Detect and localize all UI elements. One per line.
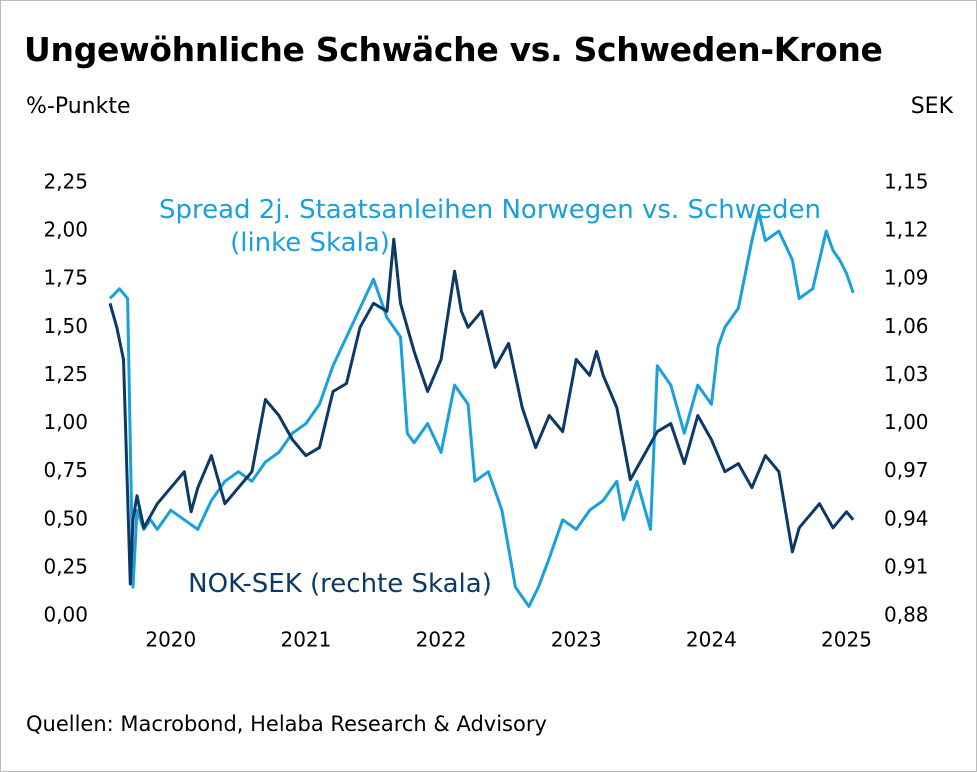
right-tick-label: 1,03 <box>884 362 929 386</box>
left-axis-ticks: 0,00 0,25 0,50 0,75 1,00 1,25 1,50 1,75 2,00 2,25 <box>43 170 88 627</box>
left-tick-label: 0,75 <box>43 458 88 482</box>
right-tick-label: 0,94 <box>884 506 929 530</box>
left-tick-label: 0,00 <box>43 603 88 627</box>
x-tick-label: 2023 <box>551 628 602 652</box>
right-tick-label: 0,97 <box>884 458 929 482</box>
left-tick-label: 0,50 <box>43 506 88 530</box>
left-tick-label: 1,00 <box>43 410 88 434</box>
left-tick-label: 1,75 <box>43 266 88 290</box>
right-axis-unit: SEK <box>910 94 953 119</box>
right-tick-label: 1,09 <box>884 266 929 290</box>
x-tick-label: 2024 <box>686 628 737 652</box>
right-tick-label: 0,88 <box>884 603 929 627</box>
x-tick-label: 2020 <box>145 628 196 652</box>
right-tick-label: 1,00 <box>884 410 929 434</box>
left-tick-label: 2,00 <box>43 218 88 242</box>
chart-title: Ungewöhnliche Schwäche vs. Schweden-Kron… <box>24 30 883 69</box>
legend-noksek: NOK-SEK (rechte Skala) <box>188 569 492 599</box>
x-axis-ticks: 2020 2021 2022 2023 2024 2025 <box>145 628 872 652</box>
series-line-noksek <box>108 237 855 586</box>
series-line-spread <box>108 210 855 608</box>
legend-spread-line1: Spread 2j. Staatsanleihen Norwegen vs. S… <box>159 195 821 225</box>
left-tick-label: 0,25 <box>43 554 88 578</box>
right-tick-label: 0,91 <box>884 554 929 578</box>
source-note: Quellen: Macrobond, Helaba Research & Ad… <box>26 712 547 736</box>
left-tick-label: 1,25 <box>43 362 88 386</box>
x-tick-label: 2022 <box>416 628 467 652</box>
left-axis-unit: %-Punkte <box>26 94 131 119</box>
x-tick-label: 2025 <box>821 628 872 652</box>
right-axis-ticks: 0,88 0,91 0,94 0,97 1,00 1,03 1,06 1,09 1,12 1,15 <box>884 170 929 627</box>
right-tick-label: 1,12 <box>884 218 929 242</box>
right-tick-label: 1,06 <box>884 314 929 338</box>
x-tick-label: 2021 <box>280 628 331 652</box>
legend-spread-line2: (linke Skala) <box>230 228 390 258</box>
left-tick-label: 1,50 <box>43 314 88 338</box>
left-tick-label: 2,25 <box>43 170 88 194</box>
right-tick-label: 1,15 <box>884 170 929 194</box>
